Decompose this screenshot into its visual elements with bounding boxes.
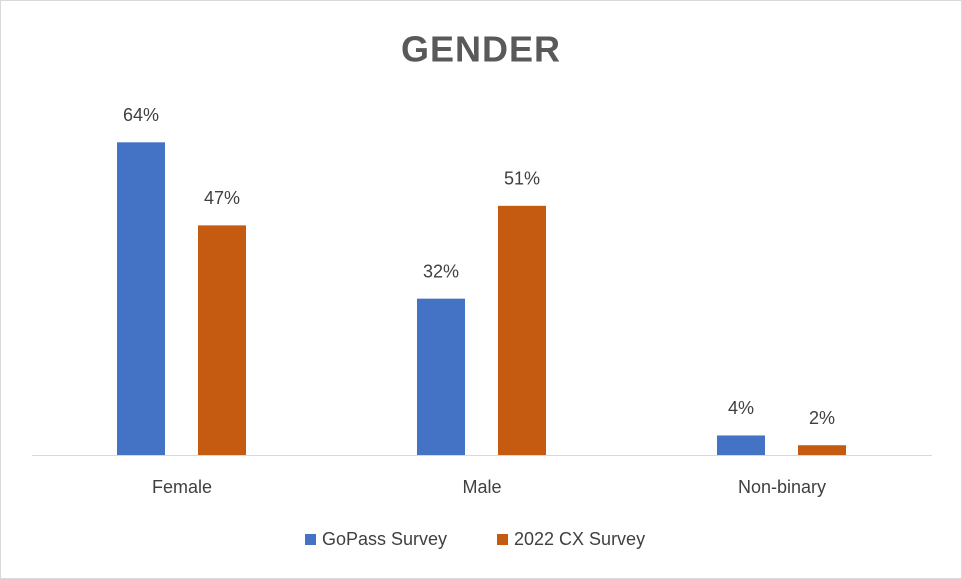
x-tick-label: Non-binary — [738, 477, 826, 497]
legend-label: GoPass Survey — [322, 529, 447, 549]
data-label: 64% — [123, 105, 159, 125]
bar — [498, 205, 546, 455]
data-label: 32% — [423, 261, 459, 281]
legend-swatch — [305, 534, 316, 545]
x-tick-label: Male — [462, 477, 501, 497]
data-label: 4% — [728, 398, 754, 418]
bar — [717, 435, 765, 455]
data-label: 47% — [204, 188, 240, 208]
bar — [798, 445, 846, 455]
legend-swatch — [497, 534, 508, 545]
bar — [417, 298, 465, 455]
x-tick-label: Female — [152, 477, 212, 497]
legend-label: 2022 CX Survey — [514, 529, 645, 549]
data-label: 51% — [504, 169, 540, 189]
bar — [198, 225, 246, 455]
chart-title: GENDER — [401, 29, 561, 70]
bar — [117, 142, 165, 456]
data-label: 2% — [809, 408, 835, 428]
